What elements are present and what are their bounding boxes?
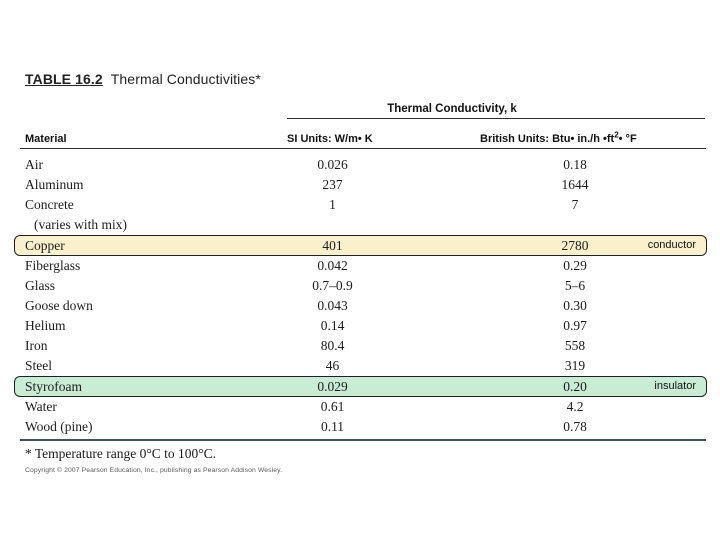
insulator-highlight-box — [14, 376, 707, 397]
table-row: Air 0.026 0.18 — [20, 155, 706, 175]
british-value-cell: 0.78 — [563, 419, 587, 434]
british-value-cell: 2780 — [561, 238, 589, 253]
table-row: Concrete 1 7 — [20, 195, 706, 215]
si-value-cell: 46 — [325, 358, 340, 373]
british-value-cell: 7 — [571, 197, 579, 212]
si-value-cell: 0.043 — [317, 298, 348, 313]
table-row: Goose down 0.043 0.30 — [20, 296, 706, 316]
table-row-styrofoam: Styrofoam 0.029 0.20 insulator — [14, 376, 707, 397]
table-bottom-rule — [20, 439, 706, 441]
material-cell: Styrofoam — [25, 379, 82, 394]
table-title: TABLE 16.2 Thermal Conductivities* — [25, 71, 261, 87]
material-cell: Aluminum — [25, 177, 84, 192]
conductor-highlight-box — [14, 235, 707, 256]
group-header-thermal-conductivity: Thermal Conductivity, k — [287, 103, 705, 119]
british-value-cell: 5–6 — [564, 278, 586, 293]
si-value-cell: 0.042 — [317, 258, 348, 273]
british-value-cell: 0.97 — [563, 318, 587, 333]
group-header-label: Thermal Conductivity, k — [387, 103, 517, 115]
table-row: Aluminum 237 1644 — [20, 175, 706, 195]
material-cell: Water — [25, 399, 57, 414]
material-cell: Steel — [25, 358, 52, 373]
british-value-cell: 4.2 — [566, 399, 584, 414]
column-header-row: Material SI Units: W/m• K British Units:… — [20, 128, 706, 149]
british-value-cell: 319 — [564, 358, 586, 373]
material-cell: Wood (pine) — [25, 419, 93, 434]
si-value-cell: 401 — [322, 238, 343, 253]
table-row: Steel 46 319 — [20, 356, 706, 376]
material-cell: Helium — [25, 318, 66, 333]
superscript-2: 2 — [614, 130, 619, 140]
material-cell: Glass — [25, 278, 55, 293]
table-row: Iron 80.4 558 — [20, 336, 706, 356]
si-value-cell: 0.14 — [320, 318, 345, 333]
conductor-annotation-label: conductor — [647, 239, 696, 251]
british-value-cell: 0.29 — [563, 258, 587, 273]
table-row: Helium 0.14 0.97 — [20, 316, 706, 336]
table-number: TABLE 16.2 — [25, 71, 103, 87]
table-row: Glass 0.7–0.9 5–6 — [20, 276, 706, 296]
table-row: Water 0.61 4.2 — [20, 397, 706, 417]
table-footnote: * Temperature range 0°C to 100°C. — [25, 446, 217, 461]
british-value-cell: 558 — [564, 338, 586, 353]
si-value-cell: 0.026 — [317, 157, 348, 172]
si-value-cell: 0.61 — [320, 399, 345, 414]
insulator-annotation-label: insulator — [654, 380, 696, 392]
table-title-text: Thermal Conductivities* — [110, 71, 261, 87]
material-cell: Copper — [25, 238, 65, 253]
material-cell: Air — [25, 157, 43, 172]
column-header-british-units: British Units: Btu• in./h •ft2• °F — [480, 130, 637, 145]
material-cell: Goose down — [25, 298, 93, 313]
table-row-copper: Copper 401 2780 conductor — [14, 235, 707, 256]
material-cell: Fiberglass — [25, 258, 81, 273]
si-value-cell: 0.11 — [320, 419, 345, 434]
material-cell: (varies with mix) — [34, 217, 127, 232]
table-row: (varies with mix) — [20, 215, 706, 235]
column-header-material: Material — [25, 133, 67, 145]
table-row: Fiberglass 0.042 0.29 — [20, 256, 706, 276]
british-value-cell: 1644 — [561, 177, 589, 192]
si-value-cell: 0.029 — [317, 379, 348, 394]
copyright-line: Copyright © 2007 Pearson Education, Inc.… — [25, 467, 283, 474]
table-row: Wood (pine) 0.11 0.78 — [20, 417, 706, 437]
material-cell: Iron — [25, 338, 48, 353]
si-value-cell: 0.7–0.9 — [312, 278, 353, 293]
british-value-cell: 0.20 — [563, 379, 587, 394]
column-header-si-units: SI Units: W/m• K — [287, 133, 373, 145]
british-value-cell: 0.18 — [563, 157, 587, 172]
table-body: Air 0.026 0.18 Aluminum 237 1644 Concret… — [14, 155, 707, 437]
si-value-cell: 237 — [322, 177, 343, 192]
material-cell: Concrete — [25, 197, 74, 212]
british-value-cell: 0.30 — [563, 298, 587, 313]
si-value-cell: 80.4 — [320, 338, 345, 353]
si-value-cell: 1 — [329, 197, 336, 212]
